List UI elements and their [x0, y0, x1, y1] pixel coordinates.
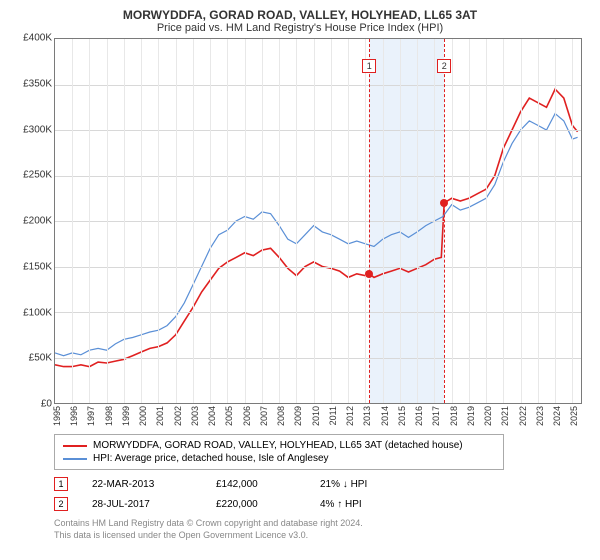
- x-tick-label: 2014: [380, 406, 390, 426]
- footer-line-2: This data is licensed under the Open Gov…: [54, 530, 588, 542]
- event-marker: [440, 199, 448, 207]
- x-tick-label: 2021: [500, 406, 510, 426]
- x-tick-label: 2019: [466, 406, 476, 426]
- chart-subtitle: Price paid vs. HM Land Registry's House …: [12, 22, 588, 34]
- y-tick-label: £100K: [23, 307, 52, 318]
- x-tick-label: 2012: [345, 406, 355, 426]
- x-tick-label: 2025: [569, 406, 579, 426]
- event-vline-label: 2: [437, 59, 451, 73]
- event-date: 22-MAR-2013: [92, 479, 192, 490]
- event-vline: [444, 39, 445, 403]
- legend-item: HPI: Average price, detached house, Isle…: [63, 452, 495, 465]
- x-axis: 1995 1996 1997 1998 1999 2000 2001 2002 2003 2004…: [54, 404, 582, 428]
- event-number-box: 2: [54, 497, 68, 511]
- x-tick-label: 2023: [535, 406, 545, 426]
- event-vline-label: 1: [362, 59, 376, 73]
- event-row: 2 28-JUL-2017 £220,000 4% ↑ HPI: [54, 494, 588, 514]
- x-tick-label: 2020: [483, 406, 493, 426]
- event-date: 28-JUL-2017: [92, 499, 192, 510]
- x-tick-label: 2015: [397, 406, 407, 426]
- x-tick-label: 2011: [328, 406, 338, 425]
- x-tick-label: 2016: [414, 406, 424, 426]
- event-vline: [369, 39, 370, 403]
- x-tick-label: 2022: [518, 406, 528, 426]
- event-price: £220,000: [216, 499, 296, 510]
- x-tick-label: 2024: [552, 406, 562, 426]
- chart-area: £0£50K£100K£150K£200K£250K£300K£350K£400…: [12, 38, 588, 428]
- x-tick-label: 2010: [311, 406, 321, 426]
- event-number-box: 1: [54, 477, 68, 491]
- y-tick-label: £0: [41, 399, 52, 410]
- y-tick-label: £350K: [23, 78, 52, 89]
- x-tick-label: 2008: [276, 406, 286, 426]
- series-line-hpi: [55, 114, 578, 356]
- legend-item: MORWYDDFA, GORAD ROAD, VALLEY, HOLYHEAD,…: [63, 439, 495, 452]
- x-tick-label: 2004: [207, 406, 217, 426]
- x-tick-label: 1995: [52, 406, 62, 426]
- y-tick-label: £400K: [23, 33, 52, 44]
- events-table: 1 22-MAR-2013 £142,000 21% ↓ HPI2 28-JUL…: [54, 474, 588, 514]
- x-tick-label: 2001: [155, 406, 165, 426]
- y-tick-label: £150K: [23, 261, 52, 272]
- x-tick-label: 2018: [449, 406, 459, 426]
- y-axis: £0£50K£100K£150K£200K£250K£300K£350K£400…: [12, 38, 54, 404]
- x-tick-label: 1998: [104, 406, 114, 426]
- x-tick-label: 2007: [259, 406, 269, 426]
- y-tick-label: £300K: [23, 124, 52, 135]
- event-row: 1 22-MAR-2013 £142,000 21% ↓ HPI: [54, 474, 588, 494]
- y-tick-label: £200K: [23, 216, 52, 227]
- x-tick-label: 2009: [293, 406, 303, 426]
- x-tick-label: 2013: [362, 406, 372, 426]
- event-price: £142,000: [216, 479, 296, 490]
- event-marker: [365, 270, 373, 278]
- x-tick-label: 2006: [242, 406, 252, 426]
- y-tick-label: £250K: [23, 170, 52, 181]
- chart-title: MORWYDDFA, GORAD ROAD, VALLEY, HOLYHEAD,…: [12, 8, 588, 22]
- x-tick-label: 1996: [69, 406, 79, 426]
- footer-line-1: Contains HM Land Registry data © Crown c…: [54, 518, 588, 530]
- x-tick-label: 1999: [121, 406, 131, 426]
- legend-box: MORWYDDFA, GORAD ROAD, VALLEY, HOLYHEAD,…: [54, 434, 504, 470]
- event-diff: 21% ↓ HPI: [320, 479, 367, 490]
- footer-text: Contains HM Land Registry data © Crown c…: [54, 518, 588, 541]
- y-tick-label: £50K: [29, 353, 52, 364]
- legend-label: HPI: Average price, detached house, Isle…: [93, 453, 329, 464]
- legend-swatch: [63, 458, 87, 460]
- x-tick-label: 2003: [190, 406, 200, 426]
- x-tick-label: 2017: [431, 406, 441, 426]
- x-tick-label: 1997: [86, 406, 96, 426]
- legend-swatch: [63, 445, 87, 447]
- x-tick-label: 2005: [224, 406, 234, 426]
- legend-label: MORWYDDFA, GORAD ROAD, VALLEY, HOLYHEAD,…: [93, 440, 463, 451]
- plot-area: 12: [54, 38, 582, 404]
- x-tick-label: 2000: [138, 406, 148, 426]
- x-tick-label: 2002: [173, 406, 183, 426]
- event-diff: 4% ↑ HPI: [320, 499, 362, 510]
